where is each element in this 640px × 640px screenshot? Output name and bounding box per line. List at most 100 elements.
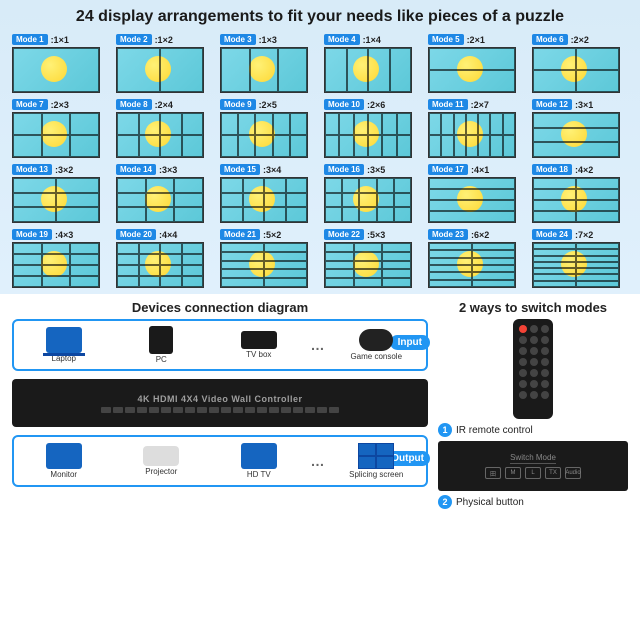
mode-badge: Mode 11 xyxy=(428,99,468,110)
device-monitor: Monitor xyxy=(18,443,110,479)
mode-ratio: :2×3 xyxy=(51,100,69,110)
mode-badge: Mode 8 xyxy=(116,99,152,110)
ways-title: 2 ways to switch modes xyxy=(438,300,628,315)
panel-button: L xyxy=(525,467,541,479)
mode-badge: Mode 12 xyxy=(532,99,572,110)
mode-ratio: :3×3 xyxy=(159,165,177,175)
physical-panel: Switch Mode 田MLTXAudio xyxy=(438,441,628,491)
mode-ratio: :1×3 xyxy=(259,35,277,45)
mode-cell: Mode 4:1×4 xyxy=(324,34,420,93)
mode-ratio: :3×5 xyxy=(367,165,385,175)
connection-diagram: Input Laptop PC TV box … Game console 4K HDM… xyxy=(12,319,428,487)
device-label: Monitor xyxy=(50,470,77,479)
controller-device: 4K HDMI 4X4 Video Wall Controller xyxy=(12,379,428,427)
pc-icon xyxy=(149,326,173,354)
mode-thumbnail xyxy=(12,112,100,158)
mode-thumbnail xyxy=(12,47,100,93)
input-tag: Input xyxy=(390,335,430,350)
modes-grid: Mode 1:1×1Mode 2:1×2Mode 3:1×3Mode 4:1×4… xyxy=(12,34,628,288)
mode-cell: Mode 11:2×7 xyxy=(428,99,524,158)
device-label: TV box xyxy=(246,350,271,359)
way-1-text: IR remote control xyxy=(456,425,533,436)
device-label: Projector xyxy=(145,467,177,476)
output-devices-box: Output MonitorProjectorHD TV…Splicing sc… xyxy=(12,435,428,487)
mode-cell: Mode 22:5×3 xyxy=(324,229,420,288)
mode-badge: Mode 15 xyxy=(220,164,260,175)
device-label: PC xyxy=(156,355,167,364)
mode-badge: Mode 16 xyxy=(324,164,364,175)
mode-cell: Mode 10:2×6 xyxy=(324,99,420,158)
panel-button: M xyxy=(505,467,521,479)
mode-thumbnail xyxy=(220,47,308,93)
mode-thumbnail xyxy=(116,242,204,288)
mode-ratio: :4×4 xyxy=(159,230,177,240)
more-dots: … xyxy=(311,453,325,469)
mode-badge: Mode 2 xyxy=(116,34,152,45)
mode-thumbnail xyxy=(220,177,308,223)
mode-cell: Mode 18:4×2 xyxy=(532,164,628,223)
mode-cell: Mode 6:2×2 xyxy=(532,34,628,93)
mode-cell: Mode 14:3×3 xyxy=(116,164,212,223)
way-2-text: Physical button xyxy=(456,497,524,508)
way-2-label: 2 Physical button xyxy=(438,495,628,509)
way-1-label: 1 IR remote control xyxy=(438,423,628,437)
mode-thumbnail xyxy=(532,47,620,93)
device-label: Splicing screen xyxy=(349,470,403,479)
controller-label: 4K HDMI 4X4 Video Wall Controller xyxy=(137,394,302,404)
mode-cell: Mode 2:1×2 xyxy=(116,34,212,93)
mode-cell: Mode 17:4×1 xyxy=(428,164,524,223)
mode-badge: Mode 19 xyxy=(12,229,52,240)
mode-thumbnail xyxy=(532,242,620,288)
mode-thumbnail xyxy=(532,177,620,223)
mode-ratio: :2×2 xyxy=(571,35,589,45)
mode-badge: Mode 3 xyxy=(220,34,256,45)
switch-ways: 1 IR remote control Switch Mode 田MLTXAud… xyxy=(438,319,628,509)
mode-thumbnail xyxy=(220,112,308,158)
mode-ratio: :1×1 xyxy=(51,35,69,45)
mode-thumbnail xyxy=(12,177,100,223)
monitor-icon xyxy=(46,443,82,469)
controller-ports xyxy=(101,407,339,413)
main-title: 24 display arrangements to fit your need… xyxy=(12,8,628,26)
remote-control-icon xyxy=(513,319,553,419)
mode-badge: Mode 23 xyxy=(428,229,468,240)
projector-icon xyxy=(143,446,179,466)
mode-thumbnail xyxy=(116,47,204,93)
mode-badge: Mode 18 xyxy=(532,164,572,175)
mode-cell: Mode 16:3×5 xyxy=(324,164,420,223)
mode-badge: Mode 21 xyxy=(220,229,260,240)
device-label: Game console xyxy=(350,352,402,361)
mode-badge: Mode 5 xyxy=(428,34,464,45)
device-tvbox: TV box xyxy=(213,331,305,359)
mode-thumbnail xyxy=(428,112,516,158)
way-2-num: 2 xyxy=(438,495,452,509)
mode-ratio: :7×2 xyxy=(575,230,593,240)
ways-column: 2 ways to switch modes 1 IR remote contr… xyxy=(438,300,628,563)
page-root: 24 display arrangements to fit your need… xyxy=(0,0,640,640)
mode-ratio: :5×2 xyxy=(263,230,281,240)
mode-cell: Mode 5:2×1 xyxy=(428,34,524,93)
device-hdtv: HD TV xyxy=(213,443,305,479)
mode-thumbnail xyxy=(116,177,204,223)
mode-cell: Mode 24:7×2 xyxy=(532,229,628,288)
mode-ratio: :2×1 xyxy=(467,35,485,45)
input-devices-box: Input Laptop PC TV box … Game console xyxy=(12,319,428,371)
panel-button: TX xyxy=(545,467,561,479)
mode-ratio: :6×2 xyxy=(471,230,489,240)
mode-badge: Mode 14 xyxy=(116,164,156,175)
diagram-title: Devices connection diagram xyxy=(12,300,428,315)
gamepad-icon xyxy=(359,329,393,351)
mode-badge: Mode 10 xyxy=(324,99,364,110)
mode-ratio: :4×1 xyxy=(471,165,489,175)
mode-badge: Mode 17 xyxy=(428,164,468,175)
panel-buttons: 田MLTXAudio xyxy=(485,467,581,479)
more-dots: … xyxy=(311,337,325,353)
mode-ratio: :1×4 xyxy=(363,35,381,45)
mode-ratio: :1×2 xyxy=(155,35,173,45)
mode-badge: Mode 24 xyxy=(532,229,572,240)
mode-badge: Mode 7 xyxy=(12,99,48,110)
mode-cell: Mode 19:4×3 xyxy=(12,229,108,288)
device-laptop: Laptop xyxy=(18,327,110,363)
mode-thumbnail xyxy=(324,177,412,223)
panel-button: Audio xyxy=(565,467,581,479)
